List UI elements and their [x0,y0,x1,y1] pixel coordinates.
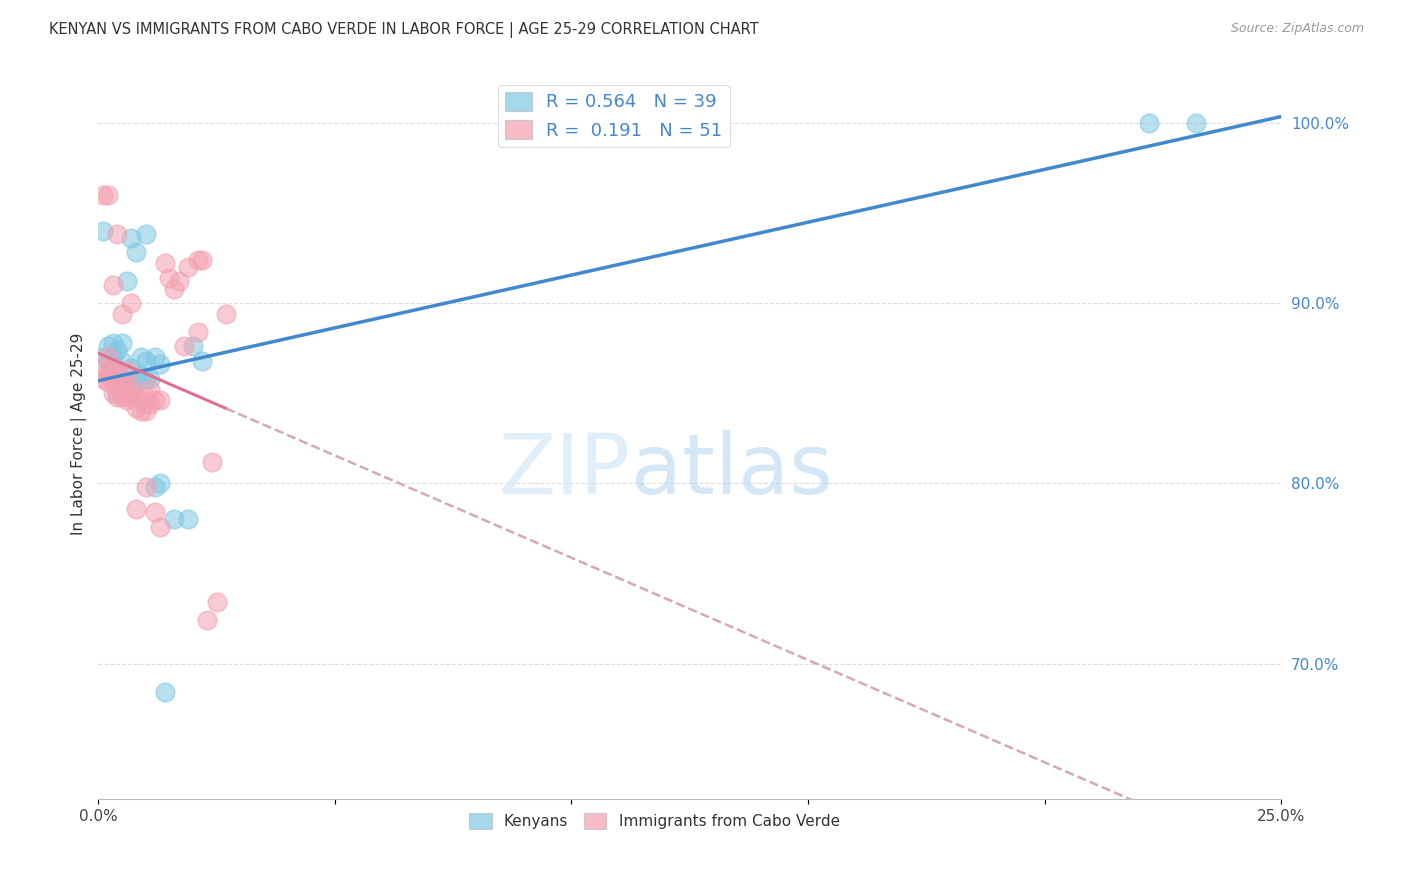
Point [105,343,128,357]
Point [97,350,120,364]
Point [135,372,157,386]
Point [1185,115,1208,129]
Point [125,401,148,415]
Point [101,357,124,371]
Point [115,393,138,408]
Point [215,307,238,321]
Point [97,339,120,353]
Point [167,274,190,288]
Point [105,364,128,378]
Point [101,364,124,378]
Point [97,376,120,390]
Point [129,404,152,418]
Point [143,393,166,408]
Point [143,350,166,364]
Point [163,512,186,526]
Point [111,307,134,321]
Point [121,360,143,375]
Point [143,480,166,494]
Point [111,376,134,390]
Point [177,512,200,526]
Point [105,227,128,242]
Point [153,256,176,270]
Point [115,376,138,390]
Point [97,187,120,202]
Point [101,376,124,390]
Point [181,339,204,353]
Point [111,335,134,350]
Point [121,296,143,310]
Point [125,245,148,260]
Point [121,379,143,393]
Point [101,335,124,350]
Point [1137,115,1160,129]
Point [149,476,172,491]
Point [91,350,114,364]
Point [187,325,209,339]
Point [149,519,172,533]
Point [135,227,157,242]
Point [139,397,162,411]
Y-axis label: In Labor Force | Age 25-29: In Labor Force | Age 25-29 [72,333,87,535]
Point [115,274,138,288]
Point [173,339,195,353]
Point [205,595,228,609]
Point [115,364,138,378]
Point [157,270,180,285]
Point [97,353,120,368]
Point [101,350,124,364]
Point [129,350,152,364]
Legend: Kenyans, Immigrants from Cabo Verde: Kenyans, Immigrants from Cabo Verde [463,806,846,835]
Point [91,224,114,238]
Point [191,252,214,267]
Point [91,187,114,202]
Point [97,368,120,382]
Point [111,353,134,368]
Point [105,390,128,404]
Point [121,231,143,245]
Point [191,353,214,368]
Text: atlas: atlas [630,430,832,511]
Point [177,260,200,274]
Point [143,505,166,519]
Point [135,390,157,404]
Point [101,386,124,401]
Point [201,455,224,469]
Point [139,372,162,386]
Point [105,386,128,401]
Point [129,368,152,382]
Point [149,393,172,408]
Point [163,281,186,295]
Point [125,372,148,386]
Text: KENYAN VS IMMIGRANTS FROM CABO VERDE IN LABOR FORCE | AGE 25-29 CORRELATION CHAR: KENYAN VS IMMIGRANTS FROM CABO VERDE IN … [49,22,759,38]
Point [129,393,152,408]
Point [125,501,148,516]
Point [97,364,120,378]
Point [153,685,176,699]
Point [105,364,128,378]
Text: Source: ZipAtlas.com: Source: ZipAtlas.com [1230,22,1364,36]
Point [121,383,143,397]
Point [105,379,128,393]
Point [111,379,134,393]
Point [111,390,134,404]
Point [101,364,124,378]
Point [101,277,124,292]
Point [195,613,218,627]
Point [135,353,157,368]
Point [149,357,172,371]
Point [125,390,148,404]
Point [91,360,114,375]
Point [121,390,143,404]
Point [187,252,209,267]
Point [135,480,157,494]
Point [91,372,114,386]
Point [139,383,162,397]
Point [135,404,157,418]
Text: ZIP: ZIP [499,430,630,511]
Point [115,383,138,397]
